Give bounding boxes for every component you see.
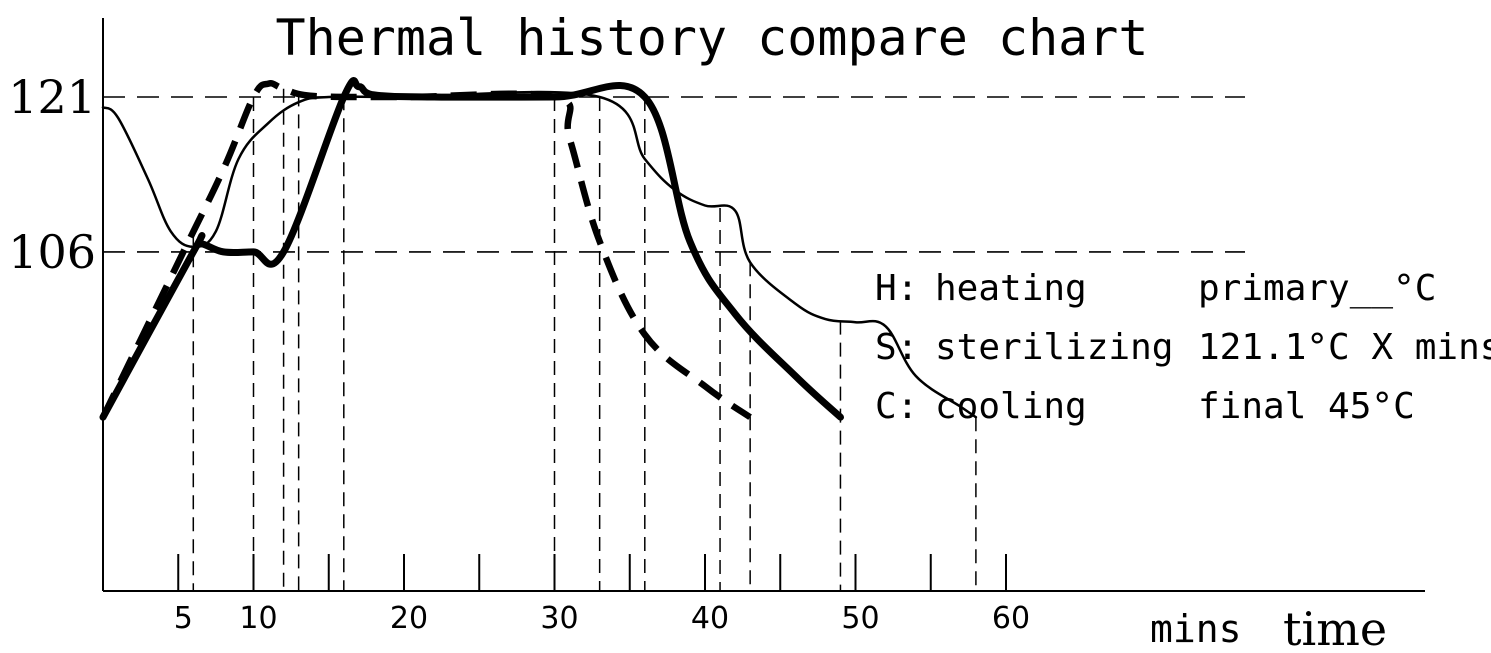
legend-code-cooling: C:: [875, 386, 918, 427]
series-thick-solid: [99, 77, 844, 421]
x-tick-label: 30: [540, 601, 578, 636]
legend: H: heating primary__°C S: sterilizing 12…: [875, 268, 1491, 427]
legend-spec-heating: primary__°C: [1198, 268, 1436, 309]
legend-name-cooling: cooling: [935, 386, 1087, 427]
legend-spec-cooling: final 45°C: [1198, 386, 1415, 427]
x-tick-label: 5: [174, 601, 193, 636]
x-axis-label: time: [1283, 602, 1387, 653]
series-thin-solid: [101, 90, 978, 419]
x-tick-marks: [177, 554, 1007, 591]
legend-code-heating: H:: [875, 268, 918, 309]
y-tick-labels: 121 106: [8, 70, 96, 279]
legend-name-sterilizing: sterilizing: [935, 327, 1173, 368]
chart-title: Thermal history compare chart: [276, 9, 1149, 67]
y-tick-label: 106: [8, 225, 96, 279]
x-tick-label: 60: [992, 601, 1030, 636]
x-tick-labels: 5 10 20 30 40 50 60: [174, 601, 1030, 636]
series-thick-dashed: [100, 80, 752, 420]
legend-spec-sterilizing: 121.1°C X mins: [1198, 327, 1491, 368]
x-unit-label: mins: [1150, 607, 1242, 651]
x-tick-label: 10: [239, 601, 277, 636]
legend-name-heating: heating: [935, 268, 1087, 309]
y-tick-label: 121: [8, 70, 96, 124]
drop-lines: [192, 88, 977, 591]
reference-gridlines: [103, 96, 1245, 253]
x-tick-label: 20: [390, 601, 428, 636]
series-layer: [99, 77, 978, 421]
legend-code-sterilizing: S:: [875, 327, 918, 368]
x-tick-label: 40: [691, 601, 729, 636]
x-tick-label: 50: [841, 601, 879, 636]
